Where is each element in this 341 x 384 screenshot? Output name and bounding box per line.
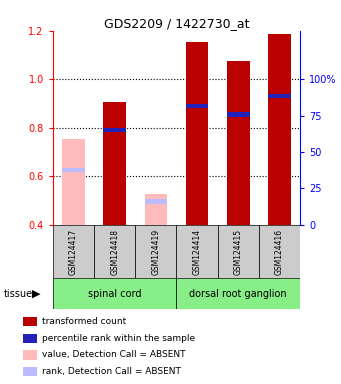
Bar (186, 104, 208, 108)
Bar (23, 317, 38, 326)
Text: dorsal root ganglion: dorsal root ganglion (190, 289, 287, 299)
Bar (103, 128, 126, 132)
Text: GSM124416: GSM124416 (275, 228, 284, 275)
Text: rank, Detection Call = ABSENT: rank, Detection Call = ABSENT (42, 367, 181, 376)
Bar (227, 61, 250, 225)
Text: percentile rank within the sample: percentile rank within the sample (42, 334, 195, 343)
Text: GSM124414: GSM124414 (193, 228, 202, 275)
Text: tissue: tissue (3, 289, 32, 299)
Bar (145, 194, 167, 225)
Bar (94, 225, 135, 278)
Bar (268, 34, 291, 225)
Text: transformed count: transformed count (42, 317, 127, 326)
Bar (259, 225, 300, 278)
Bar (53, 225, 94, 278)
Bar (62, 139, 85, 225)
Bar (227, 112, 250, 116)
Bar (218, 225, 259, 278)
Bar (62, 168, 85, 172)
Bar (186, 41, 208, 225)
Bar (268, 94, 291, 98)
Bar (23, 350, 38, 359)
Text: value, Detection Call = ABSENT: value, Detection Call = ABSENT (42, 351, 186, 359)
Text: spinal cord: spinal cord (88, 289, 142, 299)
Bar (53, 278, 177, 309)
Bar (177, 225, 218, 278)
Text: GSM124419: GSM124419 (151, 228, 160, 275)
Text: GSM124418: GSM124418 (110, 228, 119, 275)
Bar (135, 225, 177, 278)
Text: GSM124417: GSM124417 (69, 228, 78, 275)
Bar (145, 199, 167, 204)
Bar (23, 367, 38, 376)
Text: ▶: ▶ (32, 289, 40, 299)
Text: GSM124415: GSM124415 (234, 228, 243, 275)
Bar (103, 102, 126, 225)
Title: GDS2209 / 1422730_at: GDS2209 / 1422730_at (104, 17, 249, 30)
Bar (23, 334, 38, 343)
Bar (177, 278, 300, 309)
